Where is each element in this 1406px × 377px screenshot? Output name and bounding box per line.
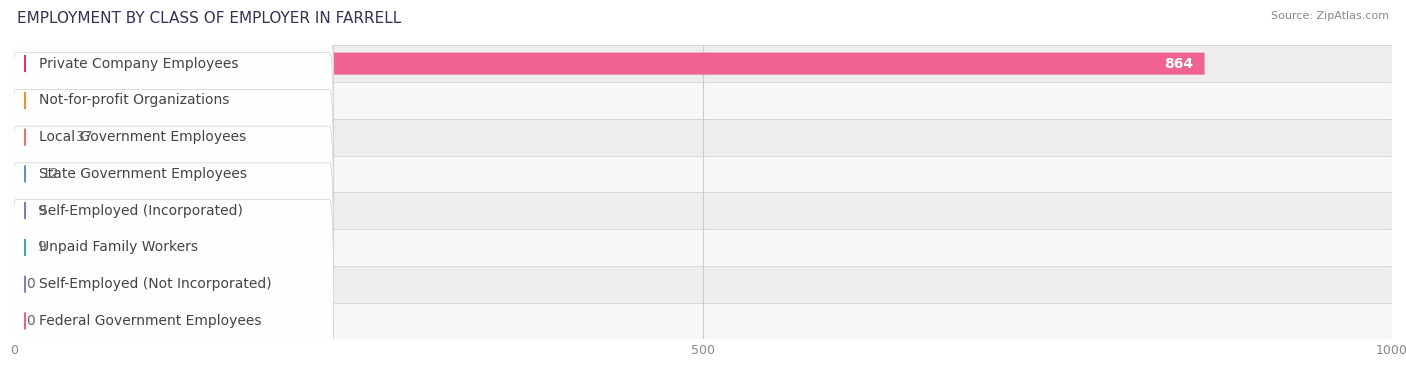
FancyBboxPatch shape (11, 126, 333, 369)
FancyBboxPatch shape (14, 53, 1205, 75)
Text: Source: ZipAtlas.com: Source: ZipAtlas.com (1271, 11, 1389, 21)
Text: 0: 0 (27, 277, 35, 291)
FancyBboxPatch shape (11, 200, 333, 377)
Text: Federal Government Employees: Federal Government Employees (39, 314, 262, 328)
FancyBboxPatch shape (14, 200, 27, 222)
Text: 196: 196 (245, 93, 273, 107)
Text: Self-Employed (Not Incorporated): Self-Employed (Not Incorporated) (39, 277, 271, 291)
FancyBboxPatch shape (11, 0, 333, 185)
Text: 864: 864 (1164, 57, 1194, 70)
Text: 0: 0 (27, 314, 35, 328)
FancyBboxPatch shape (11, 0, 333, 222)
Text: Unpaid Family Workers: Unpaid Family Workers (39, 241, 198, 254)
FancyBboxPatch shape (11, 53, 333, 295)
FancyBboxPatch shape (11, 89, 333, 332)
FancyBboxPatch shape (14, 82, 1392, 119)
Text: Private Company Employees: Private Company Employees (39, 57, 239, 70)
FancyBboxPatch shape (14, 303, 1392, 339)
FancyBboxPatch shape (14, 126, 65, 148)
Text: State Government Employees: State Government Employees (39, 167, 247, 181)
Text: Local Government Employees: Local Government Employees (39, 130, 246, 144)
FancyBboxPatch shape (14, 89, 284, 112)
FancyBboxPatch shape (14, 119, 1392, 156)
FancyBboxPatch shape (11, 163, 333, 377)
FancyBboxPatch shape (11, 16, 333, 259)
FancyBboxPatch shape (14, 156, 1392, 192)
Text: EMPLOYMENT BY CLASS OF EMPLOYER IN FARRELL: EMPLOYMENT BY CLASS OF EMPLOYER IN FARRE… (17, 11, 401, 26)
FancyBboxPatch shape (14, 266, 1392, 303)
Text: Not-for-profit Organizations: Not-for-profit Organizations (39, 93, 229, 107)
Text: 37: 37 (76, 130, 94, 144)
FancyBboxPatch shape (14, 192, 1392, 229)
FancyBboxPatch shape (14, 236, 27, 259)
Text: 9: 9 (38, 204, 46, 218)
FancyBboxPatch shape (14, 45, 1392, 82)
Text: 12: 12 (42, 167, 59, 181)
Text: Self-Employed (Incorporated): Self-Employed (Incorporated) (39, 204, 243, 218)
Text: 9: 9 (38, 241, 46, 254)
FancyBboxPatch shape (14, 163, 31, 185)
FancyBboxPatch shape (14, 229, 1392, 266)
